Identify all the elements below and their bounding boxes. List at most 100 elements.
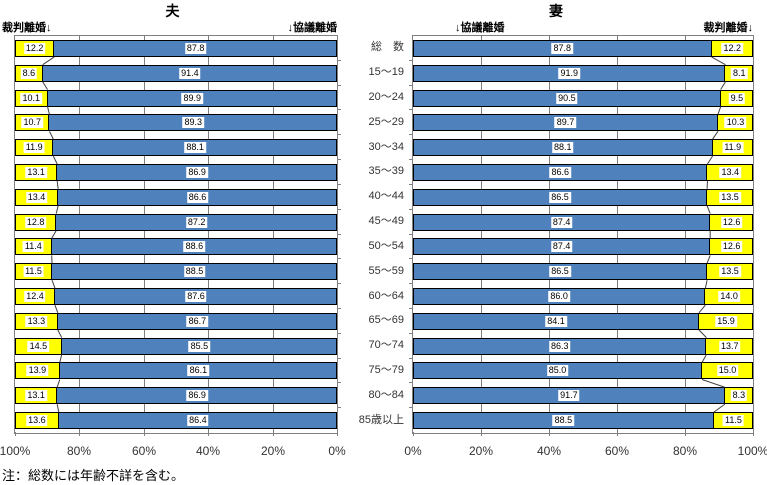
data-label: 89.3 <box>182 117 204 129</box>
data-label: 86.6 <box>186 191 209 203</box>
data-label: 89.9 <box>181 92 204 104</box>
category-tick <box>337 258 341 259</box>
footnote: 注：総数には年齢不詳を含む。 <box>2 468 185 483</box>
category-tick <box>337 109 341 110</box>
value-axis-label: 20% <box>468 444 494 458</box>
gridline <box>208 36 209 433</box>
value-axis-label: 80% <box>672 444 698 458</box>
category-tick <box>409 308 413 309</box>
category-tick <box>409 283 413 284</box>
value-axis-label: 20% <box>260 444 286 458</box>
data-label: 10.1 <box>20 92 43 104</box>
data-label: 12.8 <box>24 216 47 228</box>
gridline <box>273 36 274 433</box>
age-group-label: 80〜84 <box>368 388 404 401</box>
category-tick <box>337 407 341 408</box>
data-label: 13.3 <box>25 315 48 327</box>
data-label: 86.5 <box>549 266 571 278</box>
value-axis-label: 60% <box>604 444 630 458</box>
category-tick <box>337 159 341 160</box>
data-label: 88.6 <box>183 241 206 253</box>
data-label: 11.5 <box>723 415 744 427</box>
gridline <box>79 36 80 433</box>
value-axis-label: 60% <box>131 444 157 458</box>
age-group-label: 45〜49 <box>368 215 404 228</box>
data-label: 12.6 <box>720 216 743 228</box>
data-label: 8.3 <box>730 390 748 402</box>
series-label-saiban-rikon-wife: 裁判離婚↓ <box>703 22 754 34</box>
data-label: 87.4 <box>550 216 573 228</box>
category-tick <box>337 382 341 383</box>
data-label: 12.2 <box>23 42 46 54</box>
category-tick <box>409 184 413 185</box>
age-group-label: 15〜19 <box>368 66 404 79</box>
age-group-label: 25〜29 <box>368 115 404 128</box>
data-label: 87.8 <box>551 42 574 54</box>
plot-area-wife: 87.8 12.2 91.9 8.1 90.5 9.5 89.7 10.3 88.1 11.9 86… <box>412 35 754 434</box>
age-group-label: 50〜54 <box>368 239 404 252</box>
series-label-saiban-rikon-husband: 裁判離婚↓ <box>2 22 52 34</box>
data-label: 12.4 <box>24 291 46 303</box>
value-axis-tick <box>617 432 618 436</box>
category-tick <box>337 85 341 86</box>
data-label: 12.6 <box>720 241 743 253</box>
age-group-label: 65〜69 <box>368 314 404 327</box>
category-tick <box>409 234 413 235</box>
value-axis-tick <box>413 432 414 436</box>
gridline <box>144 36 145 433</box>
data-label: 11.5 <box>23 266 44 278</box>
data-label: 86.0 <box>548 291 570 303</box>
category-tick <box>337 234 341 235</box>
data-label: 8.1 <box>730 67 748 79</box>
data-label: 13.4 <box>719 166 741 178</box>
data-label: 91.4 <box>179 67 201 79</box>
age-group-label: 85歳以上 <box>358 413 404 426</box>
category-tick <box>409 358 413 359</box>
data-label: 86.4 <box>187 415 209 427</box>
data-label: 89.7 <box>554 117 577 129</box>
data-label: 91.7 <box>558 390 580 402</box>
data-label: 13.6 <box>26 415 48 427</box>
data-label: 11.9 <box>23 142 45 154</box>
data-label: 87.6 <box>185 291 207 303</box>
data-label: 13.5 <box>719 191 741 203</box>
age-group-label: 60〜64 <box>368 289 404 302</box>
data-label: 11.9 <box>722 142 744 154</box>
data-label: 86.3 <box>548 340 571 352</box>
data-label: 87.4 <box>550 241 573 253</box>
category-tick <box>337 134 341 135</box>
data-label: 88.5 <box>552 415 575 427</box>
data-label: 14.5 <box>27 340 50 352</box>
data-label: 87.8 <box>184 42 207 54</box>
data-label: 86.7 <box>186 315 209 327</box>
gridline <box>481 36 482 433</box>
data-label: 15.0 <box>716 365 739 377</box>
gridline <box>617 36 618 433</box>
data-label: 13.1 <box>25 390 47 402</box>
data-label: 87.2 <box>185 216 208 228</box>
category-tick <box>409 109 413 110</box>
value-axis-tick <box>208 432 209 436</box>
age-group-label: 55〜59 <box>368 264 404 277</box>
data-label: 90.5 <box>556 92 578 104</box>
age-group-label: 30〜34 <box>368 140 404 153</box>
category-tick <box>409 134 413 135</box>
category-tick <box>337 308 341 309</box>
data-label: 15.9 <box>715 315 737 327</box>
value-axis-label: 40% <box>536 444 562 458</box>
gridline <box>685 36 686 433</box>
data-label: 86.1 <box>187 365 210 377</box>
data-label: 13.9 <box>26 365 49 377</box>
plot-area-husband: 12.2 87.8 8.6 91.4 10.1 89.9 10.7 89.3 11.9 88.1 1… <box>14 35 338 434</box>
chart-title-husband: 夫 <box>165 3 180 19</box>
category-tick <box>337 283 341 284</box>
category-tick <box>409 382 413 383</box>
data-label: 13.1 <box>25 166 47 178</box>
data-label: 91.9 <box>558 67 580 79</box>
data-label: 88.1 <box>184 142 206 154</box>
category-tick <box>409 209 413 210</box>
data-label: 14.0 <box>718 291 740 303</box>
chart-title-wife: 妻 <box>549 3 563 19</box>
data-label: 85.0 <box>546 365 569 377</box>
